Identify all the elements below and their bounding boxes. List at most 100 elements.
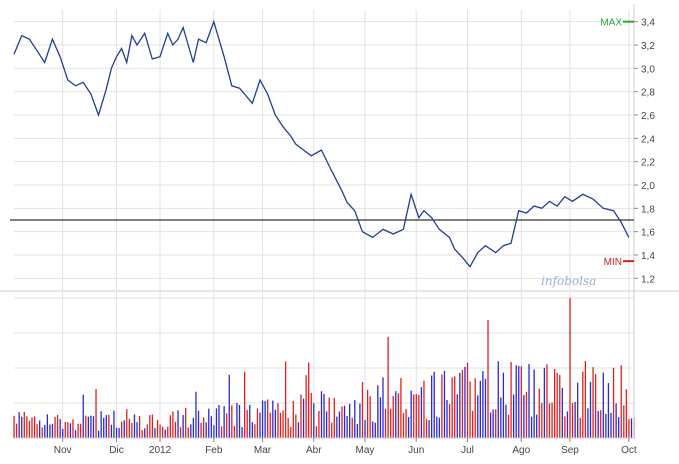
volume-bar xyxy=(187,427,189,438)
volume-bar xyxy=(369,396,371,438)
volume-bar xyxy=(428,420,430,438)
volume-bar xyxy=(121,421,123,438)
volume-bar xyxy=(566,411,569,438)
volume-bar xyxy=(261,400,264,438)
volume-bar xyxy=(69,423,72,438)
volume-bar xyxy=(74,430,77,438)
volume-bar xyxy=(541,402,543,438)
volume-bar xyxy=(620,365,622,438)
volume-bar xyxy=(115,427,118,438)
x-tick-label: Oct xyxy=(621,445,637,456)
volume-bar xyxy=(287,417,289,438)
volume-bar xyxy=(151,414,154,438)
volume-bar xyxy=(479,380,481,438)
volume-bars xyxy=(13,298,635,438)
volume-bar xyxy=(610,412,612,438)
volume-bar xyxy=(264,401,266,438)
max-marker: MAX xyxy=(600,18,634,29)
volume-bar xyxy=(282,410,284,438)
volume-bar xyxy=(589,381,592,438)
volume-bar xyxy=(133,414,136,438)
volume-bar xyxy=(318,410,320,438)
volume-bar xyxy=(190,424,192,438)
volume-bar xyxy=(448,404,451,438)
volume-bar xyxy=(543,367,546,438)
volume-bar xyxy=(56,414,59,438)
volume-bar xyxy=(39,420,41,438)
volume-bar xyxy=(331,422,333,438)
volume-bar xyxy=(310,392,312,438)
volume-bar xyxy=(251,422,253,438)
volume-bar xyxy=(546,364,548,438)
volume-bar xyxy=(172,411,174,438)
volume-bar xyxy=(149,415,151,438)
volume-bar xyxy=(346,415,348,438)
x-tick-label: Ago xyxy=(512,445,530,456)
volume-bar xyxy=(548,403,551,438)
volume-bar xyxy=(146,424,148,438)
volume-bar xyxy=(228,374,230,438)
volume-bar xyxy=(405,408,407,438)
volume-bar xyxy=(497,361,499,438)
volume-bar xyxy=(49,424,51,438)
volume-bar xyxy=(208,408,210,438)
volume-bar xyxy=(561,387,563,438)
volume-bar xyxy=(64,422,66,438)
volume-bar xyxy=(379,397,382,438)
volume-bar xyxy=(67,422,69,438)
x-tick-label: Jul xyxy=(461,445,474,456)
volume-bar xyxy=(141,429,143,438)
volume-bar xyxy=(482,371,484,438)
volume-bar xyxy=(243,371,246,438)
volume-bar xyxy=(602,372,604,438)
volume-bar xyxy=(605,413,607,438)
volume-bar xyxy=(372,421,374,438)
y-tick-label: 2,0 xyxy=(641,181,655,192)
x-tick-label: Feb xyxy=(205,445,223,456)
volume-bar xyxy=(156,420,159,438)
volume-bar xyxy=(161,426,164,438)
volume-bar xyxy=(256,408,259,438)
volume-bar xyxy=(105,415,107,438)
volume-bar xyxy=(59,419,61,438)
volume-bar xyxy=(315,426,318,438)
volume-bar xyxy=(200,422,202,438)
volume-bar xyxy=(274,409,277,438)
volume-bar xyxy=(231,405,233,438)
x-tick-label: 2012 xyxy=(149,445,172,456)
volume-bar xyxy=(569,298,571,438)
volume-bar xyxy=(423,380,425,438)
x-tick-label: Jun xyxy=(408,445,424,456)
volume-bar xyxy=(218,404,220,438)
volume-bar xyxy=(272,400,274,438)
volume-bar xyxy=(364,419,366,438)
volume-bar xyxy=(333,397,335,438)
volume-bar xyxy=(164,429,166,438)
volume-bar xyxy=(297,422,300,438)
volume-bar xyxy=(466,362,469,438)
volume-bar xyxy=(518,365,520,438)
watermark: infobolsa xyxy=(541,274,596,288)
volume-bar xyxy=(328,397,330,438)
volume-bar xyxy=(54,416,56,438)
volume-bar xyxy=(594,374,597,438)
volume-bar xyxy=(471,410,474,438)
volume-bar xyxy=(80,423,82,438)
y-tick-label: 1,4 xyxy=(641,251,655,262)
volume-bar xyxy=(469,381,471,438)
volume-bar xyxy=(33,416,36,438)
volume-bar xyxy=(233,426,236,438)
volume-bar xyxy=(359,403,361,438)
volume-bar xyxy=(487,319,489,438)
volume-bar xyxy=(343,405,346,438)
volume-bar xyxy=(410,390,412,438)
volume-bar xyxy=(226,413,228,438)
volume-bar xyxy=(302,398,305,438)
volume-bar xyxy=(407,417,410,438)
volume-bar xyxy=(169,415,171,438)
price-grid xyxy=(14,10,634,290)
volume-bar xyxy=(113,410,115,438)
y-tick-label: 3,0 xyxy=(641,64,655,75)
volume-bar xyxy=(374,422,376,438)
